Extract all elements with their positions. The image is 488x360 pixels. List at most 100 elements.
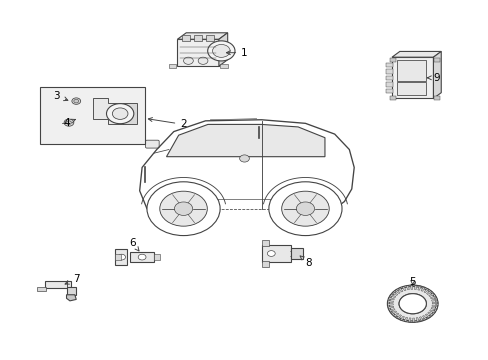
Polygon shape — [391, 292, 397, 296]
Polygon shape — [431, 302, 437, 304]
Text: 2: 2 — [148, 118, 186, 129]
Polygon shape — [389, 294, 395, 298]
Polygon shape — [391, 51, 440, 57]
Bar — [66, 287, 76, 295]
Polygon shape — [93, 98, 122, 125]
Circle shape — [212, 44, 230, 57]
Bar — [40, 87, 144, 144]
Polygon shape — [413, 285, 416, 289]
Polygon shape — [390, 311, 396, 314]
Bar — [386, 69, 392, 74]
Bar — [261, 244, 290, 262]
Bar — [220, 64, 227, 68]
Bar — [433, 58, 439, 62]
Circle shape — [207, 41, 235, 61]
Circle shape — [198, 57, 207, 64]
Bar — [389, 58, 395, 62]
Circle shape — [183, 57, 193, 64]
Polygon shape — [427, 312, 432, 316]
Polygon shape — [415, 318, 418, 322]
Bar — [386, 63, 392, 67]
Polygon shape — [66, 295, 76, 301]
Bar — [433, 95, 439, 100]
Polygon shape — [388, 309, 394, 312]
Circle shape — [64, 119, 74, 126]
Polygon shape — [429, 310, 435, 313]
Polygon shape — [387, 306, 393, 309]
Polygon shape — [432, 51, 440, 98]
Bar — [391, 57, 432, 98]
FancyBboxPatch shape — [145, 140, 159, 148]
Text: 6: 6 — [129, 238, 139, 251]
Bar — [182, 35, 189, 41]
Text: 9: 9 — [427, 73, 440, 83]
Circle shape — [296, 202, 314, 215]
Polygon shape — [425, 314, 430, 318]
Circle shape — [138, 254, 146, 260]
Circle shape — [112, 108, 128, 120]
Circle shape — [267, 251, 275, 256]
Bar — [37, 287, 46, 291]
Polygon shape — [403, 317, 407, 322]
Polygon shape — [406, 285, 408, 290]
Text: 5: 5 — [408, 277, 415, 287]
Polygon shape — [392, 313, 398, 317]
Bar — [122, 103, 137, 125]
Circle shape — [281, 191, 328, 226]
Polygon shape — [417, 286, 421, 290]
Bar — [44, 281, 71, 288]
Circle shape — [160, 191, 207, 226]
Circle shape — [66, 121, 71, 125]
Bar — [177, 39, 219, 66]
Bar — [389, 95, 395, 100]
Circle shape — [74, 99, 79, 103]
Circle shape — [118, 254, 125, 260]
Bar — [206, 35, 214, 41]
Polygon shape — [430, 307, 436, 310]
Circle shape — [398, 294, 426, 314]
Bar — [154, 254, 160, 260]
Polygon shape — [387, 297, 394, 300]
Bar — [386, 76, 392, 80]
Polygon shape — [431, 305, 437, 307]
Polygon shape — [423, 288, 428, 293]
Text: 1: 1 — [226, 48, 247, 58]
Bar — [261, 261, 268, 267]
Polygon shape — [419, 317, 423, 321]
Bar — [396, 60, 425, 81]
Circle shape — [106, 104, 134, 124]
Bar — [168, 64, 176, 68]
Bar — [290, 248, 303, 259]
Polygon shape — [396, 315, 401, 319]
Polygon shape — [407, 318, 410, 322]
Bar — [396, 82, 425, 95]
Polygon shape — [422, 315, 427, 320]
Bar — [130, 252, 154, 262]
Polygon shape — [426, 291, 431, 294]
Polygon shape — [410, 285, 412, 289]
Bar — [261, 240, 268, 246]
Polygon shape — [397, 288, 402, 292]
Polygon shape — [431, 299, 437, 301]
Polygon shape — [399, 316, 404, 321]
Circle shape — [72, 98, 81, 104]
Polygon shape — [386, 304, 392, 305]
Bar — [115, 249, 127, 265]
Polygon shape — [401, 286, 405, 291]
Text: 3: 3 — [53, 91, 68, 101]
Circle shape — [174, 202, 192, 215]
Circle shape — [147, 182, 220, 235]
Bar — [194, 35, 202, 41]
Text: 4: 4 — [63, 118, 75, 128]
Polygon shape — [394, 289, 399, 293]
Polygon shape — [219, 33, 227, 66]
Polygon shape — [429, 296, 436, 299]
Polygon shape — [428, 293, 434, 297]
Text: 8: 8 — [300, 256, 311, 268]
Polygon shape — [386, 301, 393, 302]
Polygon shape — [166, 125, 325, 157]
Bar — [115, 254, 121, 260]
Polygon shape — [412, 318, 414, 322]
Polygon shape — [420, 287, 425, 291]
Bar — [386, 89, 392, 93]
